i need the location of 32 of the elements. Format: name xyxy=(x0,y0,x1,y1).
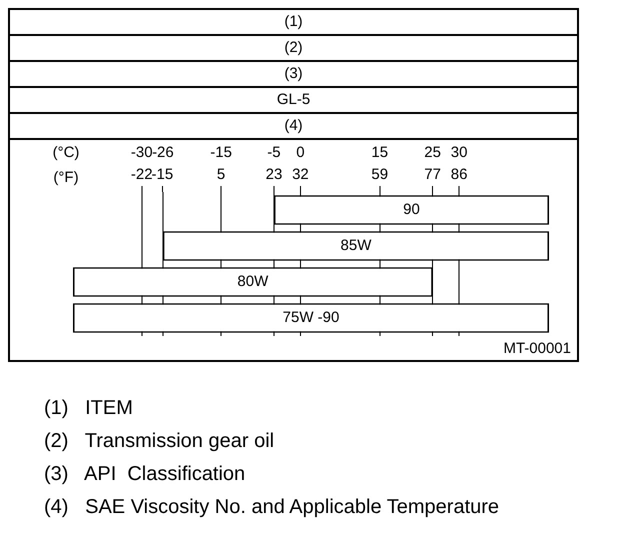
text: (3) API Classification xyxy=(44,462,246,487)
text: (1) ITEM xyxy=(44,396,134,421)
y-tick-label: 75W -90 xyxy=(282,309,340,326)
x2-tick-label: 32 xyxy=(292,166,309,184)
text: (1) xyxy=(10,10,577,36)
text: GL-5 xyxy=(10,88,577,114)
text: (2) Transmission gear oil xyxy=(44,429,276,454)
text: (4) SAE Viscosity No. and Applicable Temperature xyxy=(44,495,500,520)
x-tick-label: 30 xyxy=(450,144,468,162)
x2-tick-label: 59 xyxy=(371,166,388,184)
x2-tick-label: 5 xyxy=(216,166,226,184)
x-tick-label: -26 xyxy=(152,144,174,162)
text: (3) xyxy=(10,62,577,88)
x2-tick-label: -22 xyxy=(130,166,153,184)
text: (2) xyxy=(10,36,577,62)
x2-tick-label: 86 xyxy=(450,166,468,184)
text: MT-00001 xyxy=(503,340,571,357)
x-axis-title: (°C) xyxy=(52,144,80,162)
x-tick-label: -5 xyxy=(267,144,281,162)
x2-axis-title: (°F) xyxy=(53,169,79,186)
y-tick-label: 85W xyxy=(340,237,372,254)
text: (4) xyxy=(10,114,577,140)
x-tick-label: 0 xyxy=(296,144,305,162)
x-tick-label: 25 xyxy=(424,144,441,162)
x2-tick-label: -15 xyxy=(151,166,174,184)
y-tick-label: 80W xyxy=(237,273,270,290)
x-tick-label: 15 xyxy=(371,144,388,162)
x2-tick-label: 77 xyxy=(424,166,441,184)
x-tick-label: -30 xyxy=(130,144,153,162)
x2-tick-label: 23 xyxy=(266,166,282,184)
x-tick-label: -15 xyxy=(210,144,232,162)
y-tick-label: 90 xyxy=(403,201,420,218)
